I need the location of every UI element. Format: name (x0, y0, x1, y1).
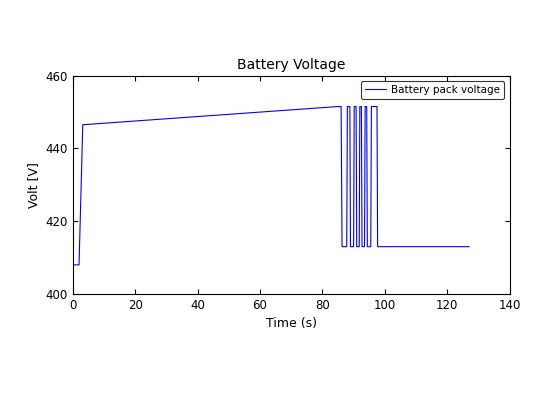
Battery pack voltage (466, 244, 473, 249)
Battery pack voltage (363, 104, 370, 109)
Battery pack voltage (368, 104, 375, 109)
Battery pack voltage (344, 104, 351, 109)
Battery pack voltage (364, 244, 371, 249)
Battery pack voltage (76, 262, 82, 268)
Battery pack voltage (353, 244, 360, 249)
Battery pack voltage (69, 262, 76, 268)
Battery pack voltage (343, 244, 350, 249)
Battery pack voltage (335, 104, 342, 109)
Battery pack voltage (351, 104, 358, 109)
Battery pack voltage (338, 104, 344, 109)
Y-axis label: Volt [V]: Volt [V] (27, 162, 40, 208)
Battery pack voltage (367, 244, 374, 249)
Battery pack voltage (353, 104, 360, 109)
Title: Battery Voltage: Battery Voltage (237, 58, 346, 72)
Battery pack voltage (374, 244, 381, 249)
Battery pack voltage (386, 244, 393, 249)
Battery pack voltage (356, 244, 362, 249)
Battery pack voltage (362, 104, 368, 109)
Battery pack voltage (80, 122, 86, 127)
Battery pack voltage (339, 244, 346, 249)
Battery pack voltage (357, 104, 363, 109)
Battery pack voltage (358, 244, 365, 249)
Legend: Battery pack voltage: Battery pack voltage (361, 81, 505, 99)
Battery pack voltage (347, 104, 353, 109)
Battery pack voltage (358, 104, 365, 109)
Battery pack voltage (361, 244, 368, 249)
Battery pack voltage (347, 244, 354, 249)
Battery pack voltage (350, 244, 357, 249)
Battery pack voltage (374, 104, 380, 109)
X-axis label: Time (s): Time (s) (265, 318, 317, 331)
Line: Battery pack voltage: Battery pack voltage (73, 107, 469, 265)
